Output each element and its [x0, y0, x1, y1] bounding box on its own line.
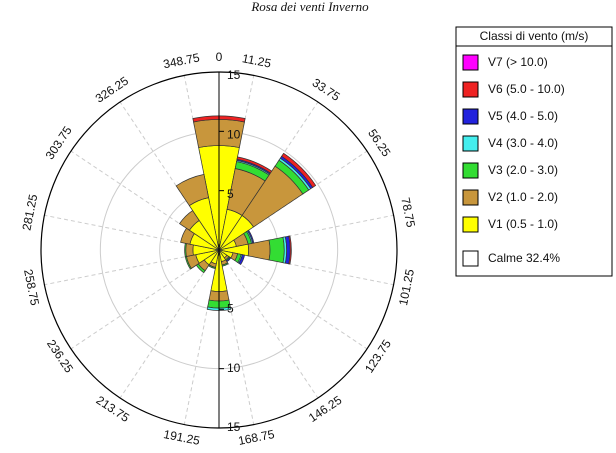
angle-label: 236.25 — [44, 337, 76, 376]
legend-swatch — [462, 81, 479, 98]
angle-label: 258.75 — [21, 268, 42, 307]
wedge — [268, 236, 285, 264]
legend-swatch — [462, 108, 479, 125]
angle-label: 213.75 — [94, 393, 133, 425]
y-tick-label: 10 — [227, 128, 241, 142]
angle-label: 303.75 — [43, 123, 75, 162]
wedge — [281, 152, 317, 188]
angle-label: 326.25 — [93, 73, 132, 105]
grid-line — [119, 249, 220, 399]
legend-swatch — [462, 216, 479, 233]
wedge — [288, 235, 292, 265]
angle-label: 146.25 — [306, 393, 345, 425]
legend-label: V1 (0.5 - 1.0) — [488, 217, 558, 231]
legend-box — [455, 26, 613, 277]
legend-title: Classi di vento (m/s) — [480, 29, 589, 43]
angle-label: 281.25 — [19, 193, 40, 232]
y-tick-label: 5 — [227, 302, 234, 316]
angle-label: 191.25 — [162, 427, 201, 448]
angle-label: 78.75 — [398, 196, 418, 229]
grid-line — [218, 249, 319, 399]
legend-label: V6 (5.0 - 10.0) — [488, 82, 565, 96]
wedge — [175, 173, 209, 207]
angle-label: 11.25 — [241, 51, 273, 70]
angle-label: 123.75 — [362, 337, 394, 376]
y-tick-label: 10 — [227, 361, 241, 375]
legend-swatch — [462, 189, 479, 206]
legend-swatch — [462, 250, 479, 267]
chart-title: Rosa dei venti Inverno — [250, 0, 369, 14]
y-tick-label: 5 — [227, 187, 234, 201]
legend-swatch — [462, 162, 479, 179]
legend-label: V2 (1.0 - 2.0) — [488, 190, 558, 204]
angle-label: 168.75 — [237, 427, 276, 448]
legend-label: V3 (2.0 - 3.0) — [488, 163, 558, 177]
angle-label: 348.75 — [162, 50, 201, 71]
angle-label: 101.25 — [396, 268, 417, 307]
grid-line — [218, 249, 368, 350]
legend-swatch — [462, 54, 479, 71]
legend-label: V7 (> 10.0) — [488, 55, 548, 69]
legend-label: V5 (4.0 - 5.0) — [488, 109, 558, 123]
wedge — [185, 243, 194, 257]
legend-label: V4 (3.0 - 4.0) — [488, 136, 558, 150]
y-tick-label: 15 — [227, 420, 241, 434]
legend-label: Calme 32.4% — [488, 251, 560, 265]
wedge — [238, 254, 246, 265]
y-tick-label: 15 — [227, 68, 241, 82]
legend-swatch — [462, 135, 479, 152]
angle-label: 0 — [216, 50, 223, 64]
